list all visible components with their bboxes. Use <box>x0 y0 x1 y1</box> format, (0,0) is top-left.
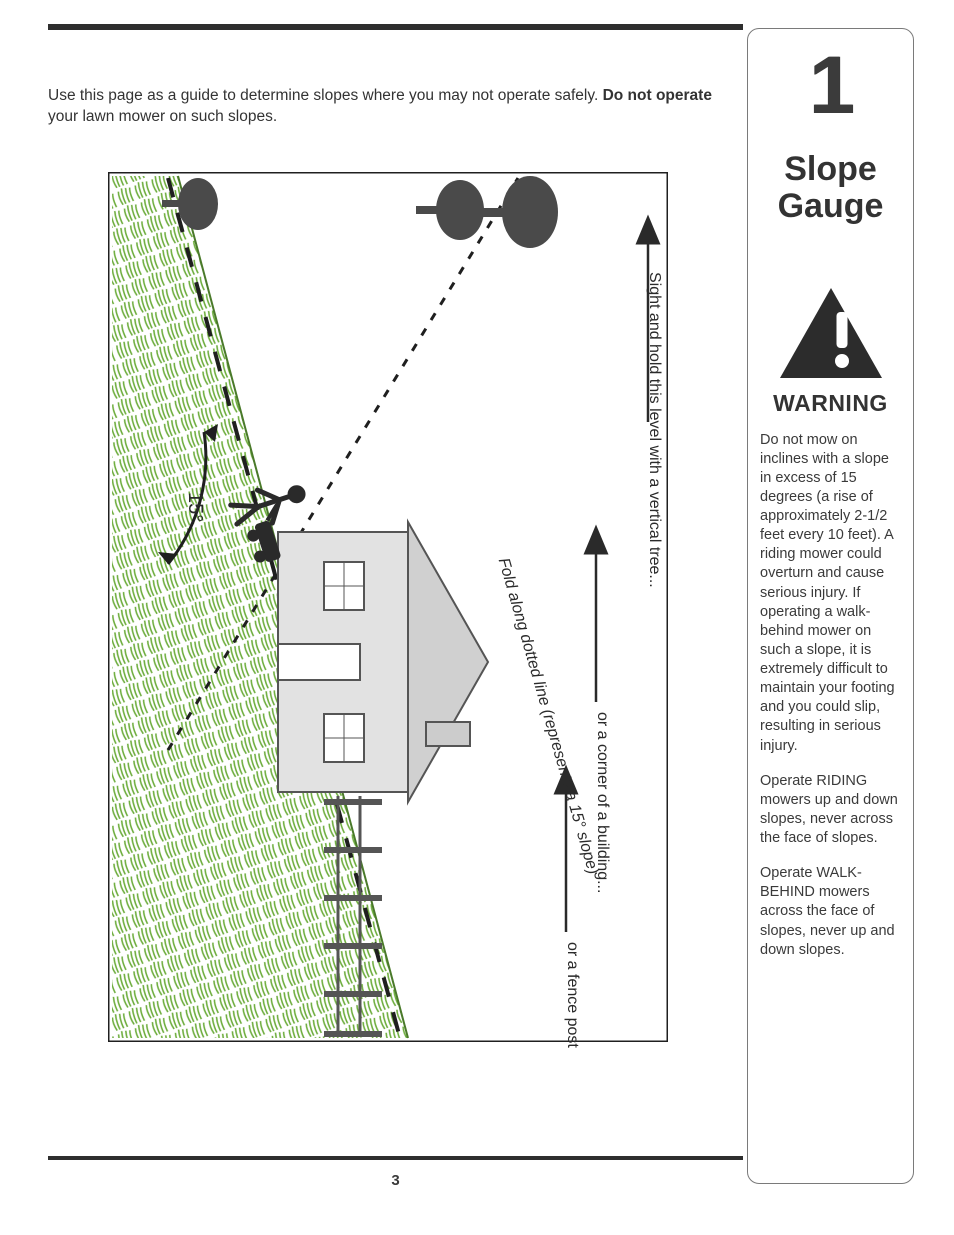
sight-text: Sight and hold this level with a vertica… <box>645 272 663 588</box>
bottom-rule <box>48 1156 743 1160</box>
warning-p2: Operate RIDING mowers up and down slopes… <box>760 772 901 849</box>
fence-text: or a fence post <box>563 942 581 1048</box>
slope-diagram: 15° Sight and hold this level with a ver… <box>108 172 668 1042</box>
page-number: 3 <box>48 1172 743 1189</box>
warning-p3: Operate WALK-BEHIND mowers across the fa… <box>760 864 901 960</box>
intro-part1: Use this page as a guide to determine sl… <box>48 87 603 104</box>
intro-text: Use this page as a guide to determine sl… <box>48 86 718 128</box>
title-line1: Slope <box>784 150 877 188</box>
warning-label: WARNING <box>760 390 901 417</box>
intro-bold: Do not operate <box>603 87 712 104</box>
warning-p1: Do not mow on inclines with a slope in e… <box>760 431 901 756</box>
title-line2: Gauge <box>778 187 884 225</box>
sidebar: 1 Slope Gauge WARNING Do not mow on incl… <box>747 28 914 1184</box>
warning-body: Do not mow on inclines with a slope in e… <box>760 431 901 960</box>
angle-label: 15° <box>183 492 206 522</box>
top-rule <box>48 24 743 30</box>
sidebar-title: Slope Gauge <box>760 151 901 226</box>
section-number: 1 <box>760 49 901 123</box>
warning-icon <box>760 286 901 382</box>
intro-part2: your lawn mower on such slopes. <box>48 108 277 125</box>
